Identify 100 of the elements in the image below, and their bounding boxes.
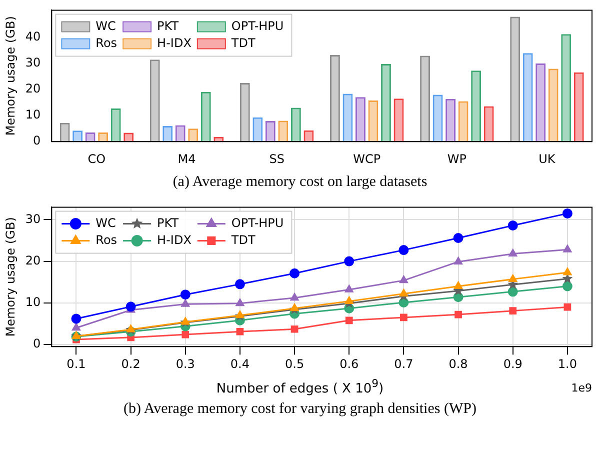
bar xyxy=(342,94,353,142)
bar xyxy=(394,98,404,142)
y-tick-label: 0 xyxy=(33,336,41,351)
point xyxy=(563,268,572,276)
point xyxy=(344,296,354,304)
point xyxy=(398,245,409,256)
bar xyxy=(330,54,340,142)
bar xyxy=(548,68,558,142)
x-tick-label: SS xyxy=(269,152,284,166)
bar xyxy=(510,16,520,142)
bar xyxy=(561,34,572,142)
y-tick-label: 10 xyxy=(25,295,41,310)
bar xyxy=(265,121,276,142)
x-tick-label: UK xyxy=(538,152,556,166)
bar xyxy=(432,94,443,142)
point xyxy=(399,275,408,284)
point xyxy=(564,303,572,311)
bar xyxy=(368,100,378,142)
point xyxy=(344,256,354,266)
legend-label: WC xyxy=(96,18,116,33)
x-axis-title: Number of edges ( X 10$^{9}$) xyxy=(216,377,384,396)
point xyxy=(345,316,353,324)
point xyxy=(400,314,408,322)
point xyxy=(563,244,572,252)
y-tick-label: 30 xyxy=(25,212,41,226)
point xyxy=(234,279,245,290)
text: 1e9 xyxy=(571,381,592,394)
legend-label: H-IDX xyxy=(157,36,192,50)
legend-label: Ros xyxy=(96,232,118,247)
bar xyxy=(381,64,391,142)
bar xyxy=(420,56,430,142)
x-tick-label: 0.3 xyxy=(176,356,195,371)
bar xyxy=(458,101,468,142)
point xyxy=(508,274,518,282)
legend-label: Ros xyxy=(96,36,118,50)
point xyxy=(562,281,572,292)
y-axis-title: Memory usage (GB) xyxy=(3,16,18,136)
y-tick-label: 20 xyxy=(25,82,41,96)
point xyxy=(562,208,572,218)
bar xyxy=(356,97,366,142)
point xyxy=(236,298,244,306)
point xyxy=(290,268,300,278)
x-tick-label: 0.6 xyxy=(340,356,359,371)
point xyxy=(454,281,463,290)
point xyxy=(508,248,518,257)
bar xyxy=(522,53,533,142)
point xyxy=(180,299,190,307)
point xyxy=(290,325,298,333)
point xyxy=(182,330,190,338)
x-tick-label: WP xyxy=(447,152,466,166)
point xyxy=(126,302,136,312)
legend-label: OPT-HPU xyxy=(231,216,284,230)
bar xyxy=(536,64,546,142)
point xyxy=(72,322,81,331)
y-tick-label: 0 xyxy=(33,134,41,148)
point xyxy=(454,310,462,318)
bar xyxy=(446,98,456,142)
point xyxy=(344,284,354,292)
bar xyxy=(252,117,263,142)
y-tick-label: 40 xyxy=(25,30,41,44)
point xyxy=(71,314,82,324)
x-tick-label: 0.4 xyxy=(230,356,250,371)
point xyxy=(236,328,244,336)
text: (a) Average memory cost on large datasets xyxy=(172,173,428,192)
point xyxy=(453,232,464,243)
legend-label: OPT-HPU xyxy=(231,18,284,33)
point xyxy=(508,220,518,231)
point xyxy=(508,286,518,297)
legend-label: PKT xyxy=(157,216,180,230)
point xyxy=(180,290,190,300)
y-tick-label: 30 xyxy=(25,56,41,70)
y-axis-title: Memory usage (GB) xyxy=(3,217,18,337)
x-tick-label: 0.8 xyxy=(448,356,468,371)
bar xyxy=(200,92,211,142)
bar xyxy=(574,72,584,142)
point xyxy=(399,288,408,297)
x-tick-label: 0.9 xyxy=(503,356,522,371)
y-tick-label: 20 xyxy=(25,253,41,268)
point xyxy=(236,310,244,318)
x-tick-label: M4 xyxy=(178,152,196,166)
point xyxy=(454,256,463,264)
x-tick-label: 0.2 xyxy=(121,356,140,371)
bar xyxy=(278,120,288,142)
text: (b) Average memory cost for varying graph densities (WP) xyxy=(122,400,478,419)
bar xyxy=(60,122,70,142)
x-tick-label: 0.1 xyxy=(66,356,86,371)
legend-label: WC xyxy=(96,216,116,230)
bar xyxy=(290,108,301,142)
legend-label: PKT xyxy=(157,18,180,33)
x-tick-label: 0.7 xyxy=(394,356,414,371)
x-tick-label: 0.5 xyxy=(285,356,304,371)
bar xyxy=(150,60,160,142)
legend-label: TDT xyxy=(230,232,256,247)
legend-label: TDT xyxy=(230,36,256,50)
x-tick-label: WCP xyxy=(353,152,381,166)
legend-label: H-IDX xyxy=(157,232,192,247)
bar xyxy=(484,106,494,142)
bar xyxy=(471,70,482,142)
bar xyxy=(110,108,121,142)
y-tick-label: 10 xyxy=(25,108,41,122)
